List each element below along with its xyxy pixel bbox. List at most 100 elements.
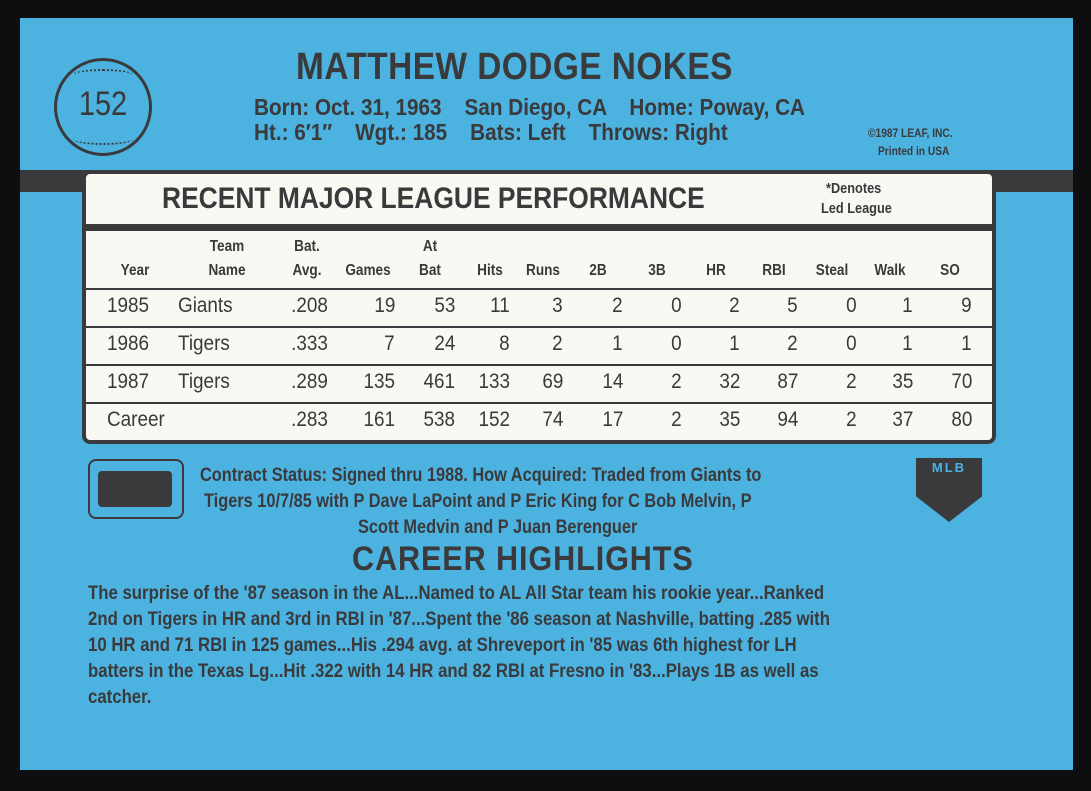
column-header: Team <box>209 238 245 255</box>
row-divider <box>86 288 992 290</box>
bio-line-2: Ht.: 6′1″ Wgt.: 185 Bats: Left Throws: R… <box>254 119 728 145</box>
table-cell: 7 <box>384 332 395 355</box>
highlight-line: 10 HR and 71 RBI in 125 games...His .294… <box>88 634 797 656</box>
table-cell: 2 <box>846 408 857 431</box>
column-header: Bat <box>419 262 441 279</box>
table-cell: 11 <box>490 294 510 317</box>
stats-title: RECENT MAJOR LEAGUE PERFORMANCE <box>162 182 705 215</box>
mlbpa-logo <box>88 459 184 519</box>
table-cell: 87 <box>776 370 798 393</box>
table-cell: 35 <box>891 370 913 393</box>
column-header: Games <box>345 262 391 279</box>
table-cell: 94 <box>776 408 798 431</box>
table-cell: 19 <box>373 294 395 317</box>
column-header: Year <box>120 262 150 279</box>
table-cell: 32 <box>718 370 740 393</box>
table-cell: 2 <box>729 294 740 317</box>
highlight-line: batters in the Texas Lg...Hit .322 with … <box>88 660 819 682</box>
table-cell: 8 <box>499 332 510 355</box>
note-line-1: *Denotes <box>826 180 882 197</box>
table-cell: 2 <box>671 408 682 431</box>
table-cell: .208 <box>291 294 328 317</box>
contract-line-3: Scott Medvin and P Juan Berenguer <box>358 517 638 538</box>
bio-line-1: Born: Oct. 31, 1963 San Diego, CA Home: … <box>254 94 805 120</box>
table-cell: 461 <box>423 370 455 393</box>
table-cell: 2 <box>671 370 682 393</box>
table-cell: 135 <box>363 370 395 393</box>
column-header: RBI <box>762 262 786 279</box>
table-cell: 161 <box>363 408 395 431</box>
table-cell: 2 <box>846 370 857 393</box>
column-header: HR <box>706 262 726 279</box>
note-line-2: Led League <box>821 200 892 217</box>
column-header: At <box>422 238 438 255</box>
table-cell: 1 <box>902 332 913 355</box>
table-cell: 133 <box>478 370 510 393</box>
highlight-line: catcher. <box>88 686 152 708</box>
table-cell: 1 <box>902 294 913 317</box>
column-header: Steal <box>815 262 849 279</box>
table-cell: 35 <box>718 408 740 431</box>
table-cell: 9 <box>961 294 972 317</box>
table-cell: .289 <box>291 370 328 393</box>
table-cell: 24 <box>433 332 455 355</box>
highlight-line: The surprise of the '87 season in the AL… <box>88 582 825 604</box>
column-header: Walk <box>874 262 906 279</box>
highlights-title: CAREER HIGHLIGHTS <box>352 540 694 578</box>
table-cell: 1985 <box>107 294 150 317</box>
table-cell: 0 <box>671 332 682 355</box>
contract-line-2: Tigers 10/7/85 with P Dave LaPoint and P… <box>204 491 752 512</box>
baseball-card-number: 152 <box>54 58 152 156</box>
table-cell: 1987 <box>107 370 150 393</box>
column-header: Name <box>208 262 246 279</box>
table-cell: 80 <box>950 408 972 431</box>
stats-table: RECENT MAJOR LEAGUE PERFORMANCE *Denotes… <box>82 170 996 444</box>
table-cell: 0 <box>846 294 857 317</box>
seam-icon <box>73 69 133 81</box>
table-cell: .333 <box>291 332 328 355</box>
table-cell: Tigers <box>178 370 230 393</box>
table-cell: 37 <box>891 408 913 431</box>
table-cell: 74 <box>541 408 563 431</box>
table-cell: 2 <box>787 332 798 355</box>
highlight-line: 2nd on Tigers in HR and 3rd in RBI in '8… <box>88 608 830 630</box>
table-cell: 53 <box>433 294 455 317</box>
copyright: ©1987 LEAF, INC. <box>868 126 953 140</box>
mlb-logo-text: MLB <box>931 460 967 475</box>
table-cell: .283 <box>291 408 328 431</box>
seam-icon <box>73 133 133 145</box>
column-header: SO <box>940 262 960 279</box>
table-cell: Tigers <box>178 332 230 355</box>
row-divider <box>86 326 992 328</box>
table-cell: 1 <box>612 332 623 355</box>
table-cell: 69 <box>541 370 563 393</box>
row-divider <box>86 402 992 404</box>
table-cell: 538 <box>423 408 455 431</box>
table-cell: 2 <box>552 332 563 355</box>
table-cell: 0 <box>671 294 682 317</box>
table-cell: 70 <box>950 370 972 393</box>
table-cell: 0 <box>846 332 857 355</box>
table-cell: 17 <box>601 408 623 431</box>
table-cell: Career <box>107 408 165 431</box>
table-cell: 1986 <box>107 332 150 355</box>
player-name: MATTHEW DODGE NOKES <box>296 46 733 88</box>
row-divider <box>86 364 992 366</box>
card-number: 152 <box>78 85 128 123</box>
table-cell: 2 <box>612 294 623 317</box>
table-cell: 5 <box>787 294 798 317</box>
column-header: 2B <box>589 262 607 279</box>
table-cell: 3 <box>552 294 563 317</box>
printed-in: Printed in USA <box>878 144 950 158</box>
column-header: Runs <box>526 262 560 279</box>
table-cell: 1 <box>961 332 972 355</box>
table-cell: 1 <box>729 332 740 355</box>
column-header: Avg. <box>292 262 322 279</box>
contract-line-1: Contract Status: Signed thru 1988. How A… <box>200 465 762 486</box>
table-cell: 152 <box>478 408 510 431</box>
column-header: 3B <box>648 262 666 279</box>
column-header: Bat. <box>294 238 320 255</box>
column-header: Hits <box>477 262 503 279</box>
table-cell: 14 <box>601 370 623 393</box>
table-cell: Giants <box>178 294 233 317</box>
